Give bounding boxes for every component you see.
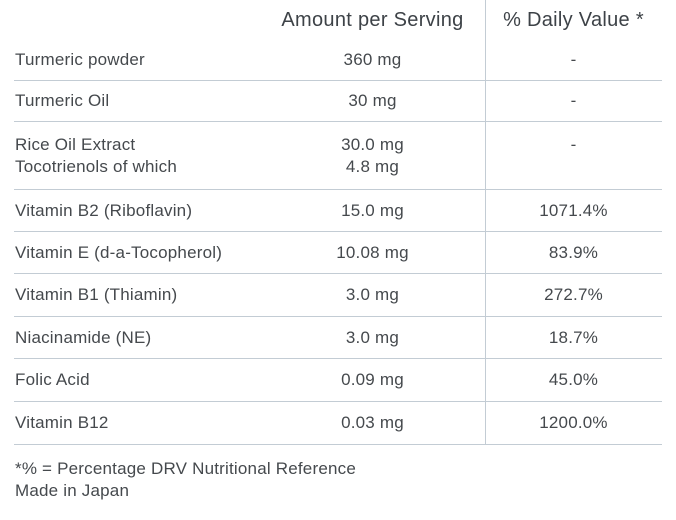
ingredient-daily-value: -	[570, 135, 577, 154]
ingredient-daily-value: -	[570, 50, 577, 69]
footnote: *% = Percentage DRV Nutritional Referenc…	[15, 458, 676, 502]
ingredient-name: Vitamin B12	[15, 413, 109, 432]
ingredient-name: Turmeric powder	[15, 50, 145, 69]
ingredient-amount: 30.0 mg 4.8 mg	[260, 134, 485, 178]
table-header-row: Amount per Serving % Daily Value *	[14, 0, 662, 40]
header-daily-value: % Daily Value *	[503, 9, 644, 31]
table-row-vitamin-b2: Vitamin B2 (Riboflavin) 15.0 mg 1071.4%	[14, 190, 662, 232]
ingredient-daily-value: 83.9%	[548, 242, 599, 262]
ingredient-amount: 15.0 mg	[341, 200, 404, 220]
ingredient-amount: 360 mg	[343, 50, 402, 69]
ingredient-name-line-1: Rice Oil Extract	[15, 135, 136, 154]
ingredient-amount: 0.09 mg	[341, 370, 404, 389]
ingredient-amount: 0.03 mg	[341, 413, 404, 432]
table-row-turmeric-powder: Turmeric powder 360 mg -	[14, 40, 662, 81]
ingredient-daily-value: 1071.4%	[539, 200, 608, 220]
ingredient-daily-value: -	[570, 91, 577, 110]
ingredient-daily-value: 272.7%	[544, 285, 603, 304]
ingredient-amount: 30 mg	[348, 91, 397, 110]
column-divider-line	[485, 0, 486, 445]
ingredient-amount: 3.0 mg	[345, 285, 400, 304]
table-row-rice-oil-extract: Rice Oil Extract Tocotrienols of which 3…	[14, 122, 662, 190]
ingredient-amount-line-2: 4.8 mg	[345, 157, 400, 176]
ingredient-name: Folic Acid	[15, 370, 90, 389]
table-row-vitamin-b1: Vitamin B1 (Thiamin) 3.0 mg 272.7%	[14, 274, 662, 317]
ingredient-name: Turmeric Oil	[15, 91, 110, 110]
ingredient-amount: 3.0 mg	[345, 327, 400, 347]
ingredient-name: Rice Oil Extract Tocotrienols of which	[14, 134, 260, 178]
header-amount-per-serving: Amount per Serving	[281, 9, 464, 31]
ingredient-amount: 10.08 mg	[336, 242, 409, 262]
ingredient-daily-value: 45.0%	[548, 370, 599, 389]
table-row-vitamin-b12: Vitamin B12 0.03 mg 1200.0%	[14, 402, 662, 445]
footnote-drv-reference: *% = Percentage DRV Nutritional Referenc…	[15, 459, 356, 478]
ingredient-name: Vitamin E (d-a-Tocopherol)	[15, 242, 223, 262]
footnote-made-in-japan: Made in Japan	[15, 481, 130, 500]
ingredient-daily-value: 18.7%	[548, 327, 599, 347]
table-row-folic-acid: Folic Acid 0.09 mg 45.0%	[14, 359, 662, 402]
ingredient-name-line-2: Tocotrienols of which	[15, 157, 177, 176]
ingredient-amount-line-1: 30.0 mg	[341, 135, 404, 154]
table-row-turmeric-oil: Turmeric Oil 30 mg -	[14, 81, 662, 122]
nutrition-table: Amount per Serving % Daily Value * Turme…	[14, 0, 662, 445]
ingredient-daily-value: 1200.0%	[539, 413, 608, 432]
ingredient-name: Vitamin B2 (Riboflavin)	[15, 200, 193, 220]
ingredient-name: Vitamin B1 (Thiamin)	[15, 285, 178, 304]
ingredient-name: Niacinamide (NE)	[15, 327, 152, 347]
table-row-vitamin-e: Vitamin E (d-a-Tocopherol) 10.08 mg 83.9…	[14, 232, 662, 274]
table-row-niacinamide: Niacinamide (NE) 3.0 mg 18.7%	[14, 317, 662, 359]
